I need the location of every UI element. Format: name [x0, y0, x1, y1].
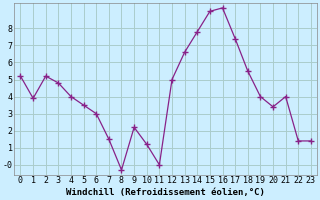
X-axis label: Windchill (Refroidissement éolien,°C): Windchill (Refroidissement éolien,°C): [66, 188, 265, 197]
